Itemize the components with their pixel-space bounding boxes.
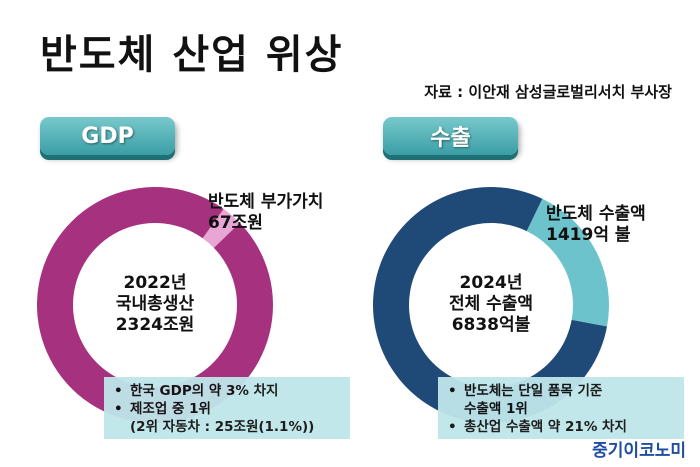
gdp-segment-label: 반도체 부가가치 67조원 xyxy=(208,192,323,234)
export-segment-label: 반도체 수출액 1419억 불 xyxy=(546,204,646,246)
export-note-subtext: 수출액 1위 xyxy=(464,401,528,417)
gdp-other-slice xyxy=(36,186,273,423)
export-center-label: 2024년 전체 수출액 6838억불 xyxy=(426,273,556,336)
brand-logo-text: 중기이코노미 xyxy=(592,441,686,461)
gdp-semiconductor-slice xyxy=(202,208,240,248)
gdp-note-text: 한국 GDP의 약 3% 차지 xyxy=(130,383,279,399)
gdp-segment-label-line1: 반도체 부가가치 xyxy=(208,192,324,212)
bullet: • xyxy=(114,401,123,417)
export-notes-box: • 반도체는 단일 품목 기준 수출액 1위 • 총산업 수출액 약 21% 차… xyxy=(438,377,684,439)
source-text: 자료 : 이안재 삼성글로벌리서치 부사장 xyxy=(424,83,672,101)
export-note-text: 반도체는 단일 품목 기준 xyxy=(464,383,603,399)
export-note-item: • 반도체는 단일 품목 기준 xyxy=(448,382,674,400)
export-semiconductor-slice xyxy=(526,198,609,327)
export-other-slice xyxy=(372,186,608,424)
export-header-label: 수출 xyxy=(430,126,471,151)
export-header-pill: 수출 xyxy=(383,117,518,155)
gdp-note-subtext: (2위 자동차 : 25조원(1.1%)) xyxy=(130,419,315,435)
gdp-segment-label-line2: 67조원 xyxy=(208,213,263,233)
gdp-center-line2: 국내총생산 xyxy=(115,294,195,314)
gdp-center-line1: 2022년 xyxy=(123,273,187,293)
gdp-donut-chart xyxy=(36,186,273,423)
export-segment-label-line2: 1419억 불 xyxy=(546,225,631,245)
export-center-line3: 6838억불 xyxy=(451,315,531,335)
gdp-header-label: GDP xyxy=(81,123,134,149)
bullet: • xyxy=(448,419,457,435)
gdp-header-pill: GDP xyxy=(40,117,175,155)
gdp-note-item: • 제조업 중 1위 xyxy=(114,400,340,418)
gdp-note-item: • 한국 GDP의 약 3% 차지 xyxy=(114,382,340,400)
bullet: • xyxy=(114,383,123,399)
gdp-center-label: 2022년 국내총생산 2324조원 xyxy=(95,273,215,336)
gdp-center-line3: 2324조원 xyxy=(115,315,195,335)
export-center-line1: 2024년 xyxy=(459,273,523,293)
export-note-item: • 총산업 수출액 약 21% 차지 xyxy=(448,418,674,436)
export-segment-label-line1: 반도체 수출액 xyxy=(546,204,646,224)
gdp-notes-box: • 한국 GDP의 약 3% 차지 • 제조업 중 1위 (2위 자동차 : 2… xyxy=(104,377,350,439)
bullet: • xyxy=(448,383,457,399)
gdp-note-text: 제조업 중 1위 xyxy=(130,401,211,417)
page-title: 반도체 산업 위상 xyxy=(40,32,344,78)
export-donut-chart xyxy=(372,186,609,424)
export-note-text: 총산업 수출액 약 21% 차지 xyxy=(464,419,627,435)
export-center-line2: 전체 수출액 xyxy=(448,294,534,314)
